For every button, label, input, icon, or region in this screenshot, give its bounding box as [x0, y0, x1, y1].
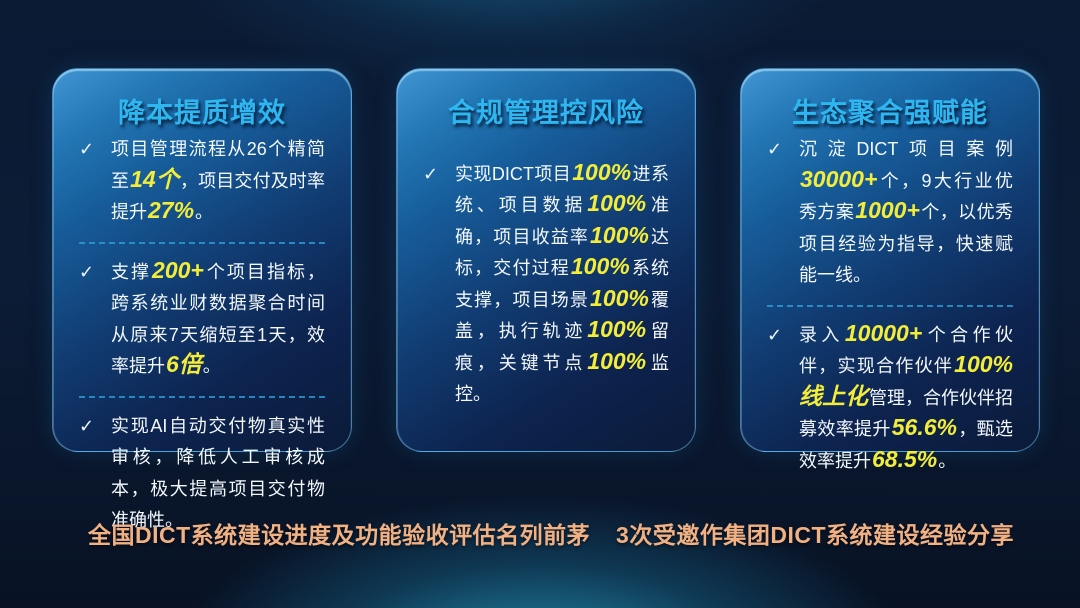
text-segment: 沉淀DICT项目案例: [799, 139, 1013, 159]
check-icon: ✓: [423, 163, 439, 184]
highlight-value: 100%线上化: [799, 351, 1013, 409]
check-icon: ✓: [79, 415, 95, 436]
text-segment: 管理，合作伙伴招募效率提升: [799, 387, 1013, 440]
highlight-value: 100%: [587, 347, 647, 374]
text-segment: 进系统、项目数据: [455, 163, 669, 216]
highlight-value: 100%: [590, 284, 649, 311]
highlight-value: 100%: [570, 253, 630, 279]
bullet-item: ✓ 项目管理流程从26个精简至14个，项目交付及时率提升27%。: [79, 134, 325, 229]
highlight-value: 100%: [572, 158, 632, 185]
card-body: ✓ 项目管理流程从26个精简至14个，项目交付及时率提升27%。 ✓ 支撑200+个项…: [79, 134, 325, 537]
benefit-card: 合规管理控风险 ✓ 实现DICT项目100%进系统、项目数据100%准确，项目收益率…: [396, 68, 696, 452]
dashed-divider: [79, 241, 325, 244]
bullet-item: ✓ 实现AI自动交付物真实性审核，降低人工审核成本，极大提高项目交付物准确性。: [79, 411, 325, 537]
benefit-card: 生态聚合强赋能 ✓ 沉淀DICT项目案例30000+个，9大行业优秀方案1000+个…: [740, 68, 1040, 471]
bullet-item: ✓ 实现DICT项目100%进系统、项目数据100%准确，项目收益率100%达标，…: [423, 159, 669, 411]
cards-row: 降本提质增效 ✓ 项目管理流程从26个精简至14个，项目交付及时率提升27%。 ✓ 支撑…: [52, 68, 1040, 530]
text-segment: 留痕，关键节点: [455, 321, 670, 373]
text-segment: 录入: [799, 324, 844, 345]
card-title: 降本提质增效: [118, 98, 286, 128]
text-segment: 系统支撑，项目场景: [455, 258, 670, 310]
dashed-divider: [767, 304, 1013, 307]
text-segment: 个项目指标，跨系统业财数据聚合时间从原来7天缩短至1天，效率提升: [111, 261, 325, 377]
text-segment: 准确，项目收益率: [455, 195, 670, 247]
check-icon: ✓: [79, 139, 95, 159]
highlight-value: 56.6%: [891, 414, 957, 440]
text-segment: 覆盖，执行轨迹: [455, 289, 670, 342]
text-segment: 监控。: [455, 352, 670, 405]
bullet-text: 实现AI自动交付物真实性审核，降低人工审核成本，极大提高项目交付物准确性。: [111, 411, 325, 537]
card-title: 合规管理控风险: [448, 98, 644, 128]
highlight-value: 1000+: [855, 197, 920, 223]
text-segment: 支撑: [111, 261, 152, 282]
text-segment: 。: [202, 356, 221, 376]
bullet-text: 实现DICT项目100%进系统、项目数据100%准确，项目收益率100%达标，交…: [455, 159, 669, 411]
highlight-value: 100%: [590, 221, 649, 248]
footer-text-right: 3次受邀作集团DICT系统建设经验分享: [616, 522, 1014, 548]
text-segment: ，甄选效率提升: [799, 419, 1014, 471]
footer-text-left: 全国DICT系统建设进度及功能验收评估名列前茅: [88, 522, 591, 548]
bullet-item: ✓ 支撑200+个项目指标，跨系统业财数据聚合时间从原来7天缩短至1天，效率提升6…: [79, 257, 325, 383]
text-segment: 实现AI自动交付物真实性审核，降低人工审核成本，极大提高项目交付物准确性。: [111, 415, 325, 531]
text-segment: 项目管理流程从26个精简至: [111, 139, 325, 191]
card-body: ✓ 沉淀DICT项目案例 30000+个，9大行业优秀方案1000+个，以优秀项目经…: [767, 134, 1013, 477]
highlight-value: 100%: [587, 190, 647, 216]
highlight-value: 30000+: [800, 165, 878, 192]
highlight-value: 10000+: [844, 319, 923, 346]
check-icon: ✓: [767, 324, 783, 345]
text-segment: 个，9大行业优秀方案: [799, 170, 1013, 223]
bullet-text: 项目管理流程从26个精简至14个，项目交付及时率提升27%。: [111, 134, 325, 229]
text-segment: 实现DICT项目: [455, 163, 572, 184]
highlight-value: 200+: [152, 256, 204, 283]
text-segment: 。: [938, 450, 957, 471]
text-segment: 达标，交付过程: [455, 226, 670, 279]
highlight-value: 100%: [587, 316, 647, 342]
check-icon: ✓: [767, 139, 783, 159]
highlight-value: 6倍: [166, 351, 202, 377]
highlight-value: 68.5%: [872, 445, 938, 472]
bullet-item: ✓ 录入10000+个合作伙伴，实现合作伙伴100%线上化管理，合作伙伴招募效率提…: [767, 320, 1013, 478]
text-segment: 个，以优秀项目经验为指导，快速赋能一线。: [799, 202, 1014, 285]
bullet-text: 支撑200+个项目指标，跨系统业财数据聚合时间从原来7天缩短至1天，效率提升6倍…: [111, 257, 325, 383]
text-segment: 个合作伙伴，实现合作伙伴: [799, 324, 1014, 377]
card-title: 生态聚合强赋能: [792, 98, 988, 128]
text-segment: ，项目交付及时率提升: [111, 170, 325, 223]
dashed-divider: [79, 395, 325, 398]
text-segment: 。: [195, 202, 214, 222]
benefit-card: 降本提质增效 ✓ 项目管理流程从26个精简至14个，项目交付及时率提升27%。 ✓ 支撑…: [52, 68, 352, 530]
highlight-value: 27%: [148, 197, 195, 223]
check-icon: ✓: [79, 261, 95, 282]
highlight-value: 14个: [130, 165, 180, 192]
bullet-text: 沉淀DICT项目案例 30000+个，9大行业优秀方案1000+个，以优秀项目经验…: [799, 134, 1013, 292]
card-body: ✓ 实现DICT项目100%进系统、项目数据100%准确，项目收益率100%达标，…: [423, 134, 669, 435]
bullet-item: ✓ 沉淀DICT项目案例 30000+个，9大行业优秀方案1000+个，以优秀项目经…: [767, 134, 1013, 292]
bullet-text: 录入10000+个合作伙伴，实现合作伙伴100%线上化管理，合作伙伴招募效率提升…: [799, 320, 1013, 478]
